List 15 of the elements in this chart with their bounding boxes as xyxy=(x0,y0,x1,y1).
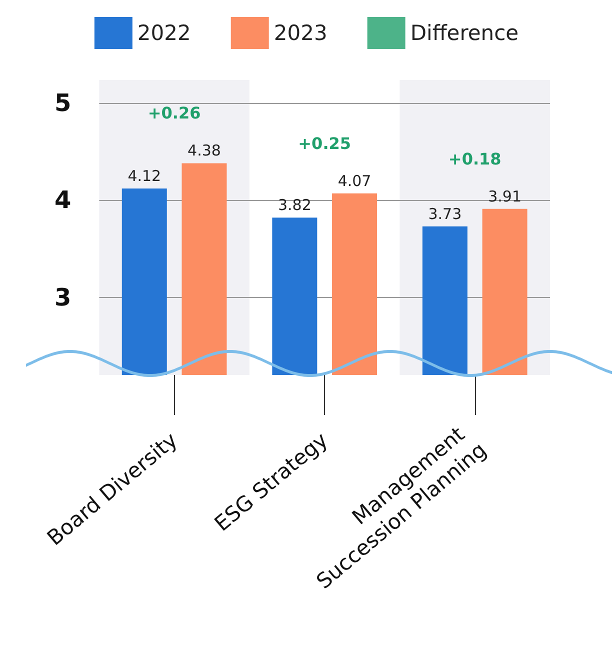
data-label: 4.12 xyxy=(128,166,162,185)
legend-label: 2022 xyxy=(137,21,191,45)
y-tick-label: 5 xyxy=(54,89,72,117)
annotation: +0.25 xyxy=(298,134,352,153)
legend-label: Difference xyxy=(410,21,519,45)
data-label: 4.07 xyxy=(338,172,372,190)
y-tick-label: 3 xyxy=(54,283,72,312)
data-label: 3.91 xyxy=(488,187,522,206)
legend-label: 2023 xyxy=(274,21,328,45)
annotation: +0.26 xyxy=(148,104,201,123)
annotation: +0.18 xyxy=(448,149,502,168)
data-label: 3.82 xyxy=(278,196,312,214)
y-tick-label: 4 xyxy=(54,186,72,214)
data-label: 3.73 xyxy=(428,204,462,223)
data-label: 4.38 xyxy=(188,142,221,160)
